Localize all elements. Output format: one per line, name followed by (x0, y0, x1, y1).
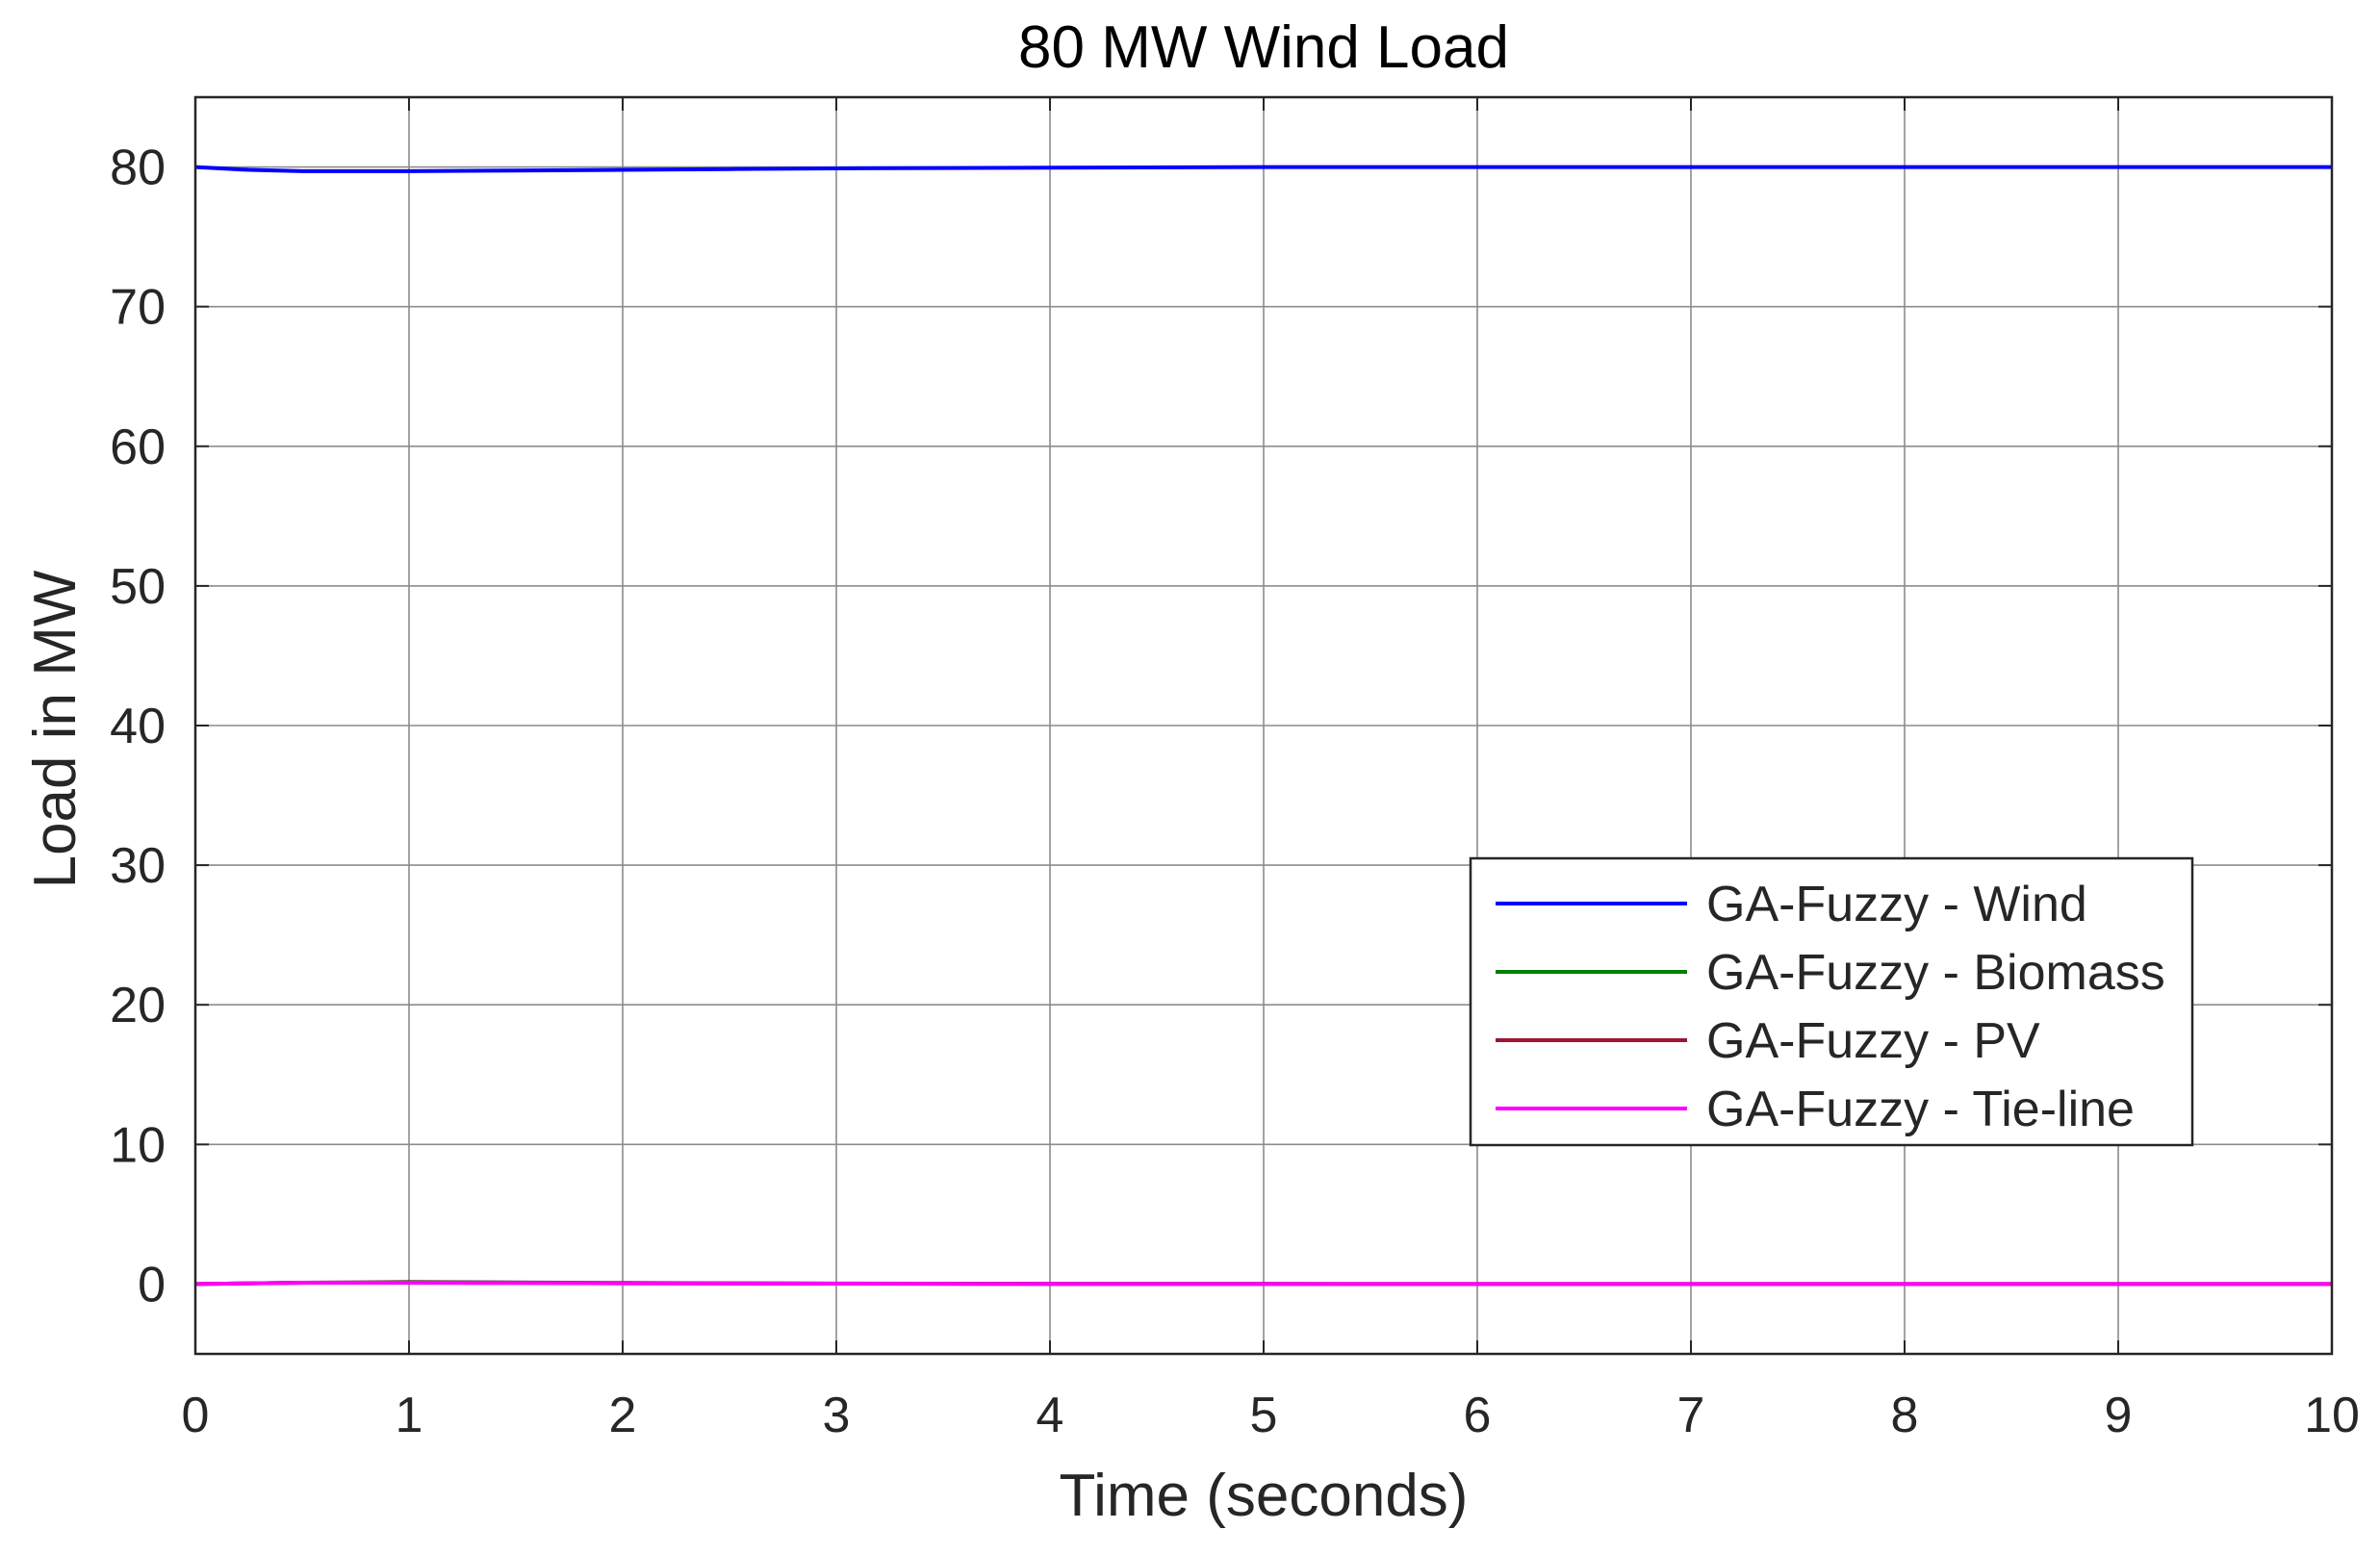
x-tick-label: 2 (609, 1388, 637, 1443)
y-tick-label: 20 (110, 978, 166, 1033)
x-tick-label: 10 (2304, 1388, 2360, 1443)
plot-area: 0 1 2 3 4 5 6 7 8 9 10 0 10 20 30 40 50 60 70 80 GA-Fuzzy - … (110, 95, 2360, 1443)
y-tick-label: 50 (110, 559, 166, 615)
series-line (194, 1281, 2332, 1287)
x-tick-label: 1 (396, 1388, 423, 1443)
x-tick-label: 0 (182, 1388, 210, 1443)
axes-box (193, 95, 2334, 1356)
legend-label: GA-Fuzzy - Biomass (1706, 945, 2165, 1001)
y-tick-label: 0 (138, 1257, 166, 1313)
x-tick-label: 8 (1891, 1388, 1919, 1443)
x-tick-label: 6 (1464, 1388, 1492, 1443)
x-axis-title: Time (seconds) (1060, 1463, 1469, 1529)
y-tick-label: 70 (110, 280, 166, 336)
y-tick-label: 30 (110, 838, 166, 894)
x-tick-label: 4 (1036, 1388, 1064, 1443)
x-tick-label: 7 (1677, 1388, 1705, 1443)
y-axis-title: Load in MW (22, 570, 89, 888)
y-tick-label: 60 (110, 420, 166, 475)
y-tick-label: 40 (110, 699, 166, 754)
y-tick-label: 10 (110, 1117, 166, 1173)
legend-box (1469, 856, 2194, 1147)
x-tick-label: 5 (1250, 1388, 1278, 1443)
legend-label: GA-Fuzzy - Wind (1706, 877, 2087, 932)
x-tick-label: 3 (823, 1388, 851, 1443)
legend: GA-Fuzzy - Wind GA-Fuzzy - Biomass GA-Fuzz… (1469, 856, 2194, 1147)
x-tick-label: 9 (2105, 1388, 2133, 1443)
legend-label: GA-Fuzzy - PV (1706, 1013, 2040, 1069)
series-line (194, 165, 2332, 173)
legend-label: GA-Fuzzy - Tie-line (1706, 1082, 2135, 1137)
y-tick-label: 80 (110, 140, 166, 196)
chart-title: 80 MW Wind Load (1018, 14, 1509, 81)
